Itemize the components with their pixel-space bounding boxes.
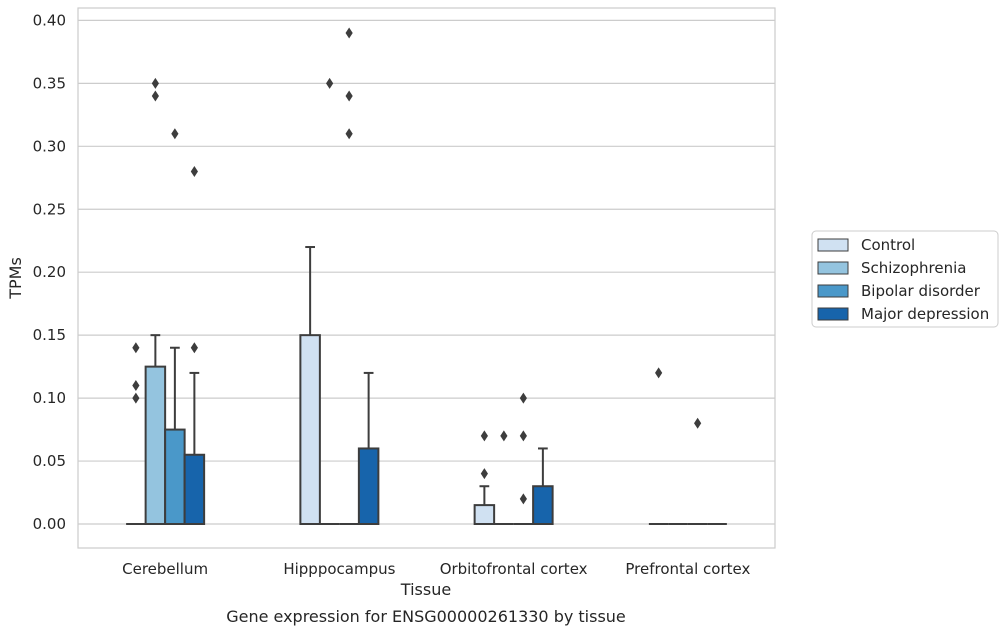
outlier-point <box>151 77 159 89</box>
outlier-point <box>500 430 508 442</box>
y-tick-label: 0.40 <box>33 11 66 29</box>
box-major-depression <box>357 371 380 525</box>
chart-title: Gene expression for ENSG00000261330 by t… <box>226 607 626 626</box>
outlier-point <box>694 417 702 429</box>
x-tick-label: Orbitofrontal cortex <box>440 560 588 578</box>
box-schizophrenia <box>494 430 514 525</box>
box-control <box>299 246 321 525</box>
legend-swatch <box>817 307 849 321</box>
box-bipolar-disorder <box>164 128 186 526</box>
x-axis-ticks: Cerebellum Hipppocampus Orbitofrontal cort… <box>122 560 750 578</box>
outlier-point <box>190 342 198 354</box>
legend-label: Control <box>861 236 915 254</box>
box-body <box>532 485 554 526</box>
y-tick-label: 0.20 <box>33 263 66 281</box>
x-axis-title: Tissue <box>400 580 451 599</box>
y-tick-label: 0.15 <box>33 326 66 344</box>
box-body <box>144 365 167 525</box>
box-body <box>164 428 186 526</box>
box-body <box>299 334 321 525</box>
legend-label: Bipolar disorder <box>861 282 981 300</box>
legend: Control Schizophrenia Bipolar disorder Majo… <box>811 230 999 328</box>
y-axis-title: TPMs <box>6 257 25 300</box>
legend-swatch <box>817 284 849 298</box>
legend-swatch <box>817 261 849 275</box>
box-control <box>648 367 669 525</box>
outlier-point <box>519 392 527 404</box>
outlier-point <box>345 128 353 140</box>
outlier-point <box>132 380 140 392</box>
outlier-point <box>190 165 198 177</box>
box-body <box>183 453 206 526</box>
outlier-point <box>132 392 140 404</box>
plot-frame <box>77 7 776 549</box>
box-body <box>357 447 380 525</box>
box-schizophrenia <box>144 77 167 525</box>
y-tick-label: 0.00 <box>33 515 66 533</box>
outlier-point <box>480 430 488 442</box>
y-tick-label: 0.35 <box>33 74 66 92</box>
legend-frame <box>811 230 999 328</box>
box-major-depression <box>183 165 206 526</box>
outlier-point <box>345 27 353 39</box>
outlier-point <box>326 77 334 89</box>
box-schizophrenia <box>319 77 340 525</box>
outlier-point <box>345 90 353 102</box>
box-control <box>126 342 146 525</box>
outlier-point <box>151 90 159 102</box>
box-bipolar-disorder <box>687 417 708 525</box>
outlier-point <box>519 493 527 505</box>
y-tick-label: 0.25 <box>33 200 66 218</box>
outlier-point <box>171 128 179 140</box>
box-bipolar-disorder <box>339 27 359 525</box>
outlier-point <box>519 430 527 442</box>
x-tick-label: Cerebellum <box>122 560 208 578</box>
box-bipolar-disorder <box>513 392 534 525</box>
box-control <box>473 430 496 525</box>
y-axis-ticks: 0.00 0.05 0.10 0.15 0.20 0.25 0.30 0.35 0.40 <box>33 11 66 533</box>
legend-label: Major depression <box>861 305 989 323</box>
y-tick-label: 0.30 <box>33 137 66 155</box>
boxes <box>126 27 727 526</box>
outlier-point <box>132 342 140 354</box>
y-tick-label: 0.10 <box>33 389 66 407</box>
outlier-point <box>480 468 488 480</box>
legend-label: Schizophrenia <box>861 259 966 277</box>
x-tick-label: Hipppocampus <box>283 560 395 578</box>
legend-swatch <box>817 238 849 252</box>
box-body <box>473 504 496 525</box>
x-tick-label: Prefrontal cortex <box>625 560 750 578</box>
outlier-point <box>655 367 663 379</box>
box-major-depression <box>532 447 554 526</box>
y-tick-label: 0.05 <box>33 452 66 470</box>
